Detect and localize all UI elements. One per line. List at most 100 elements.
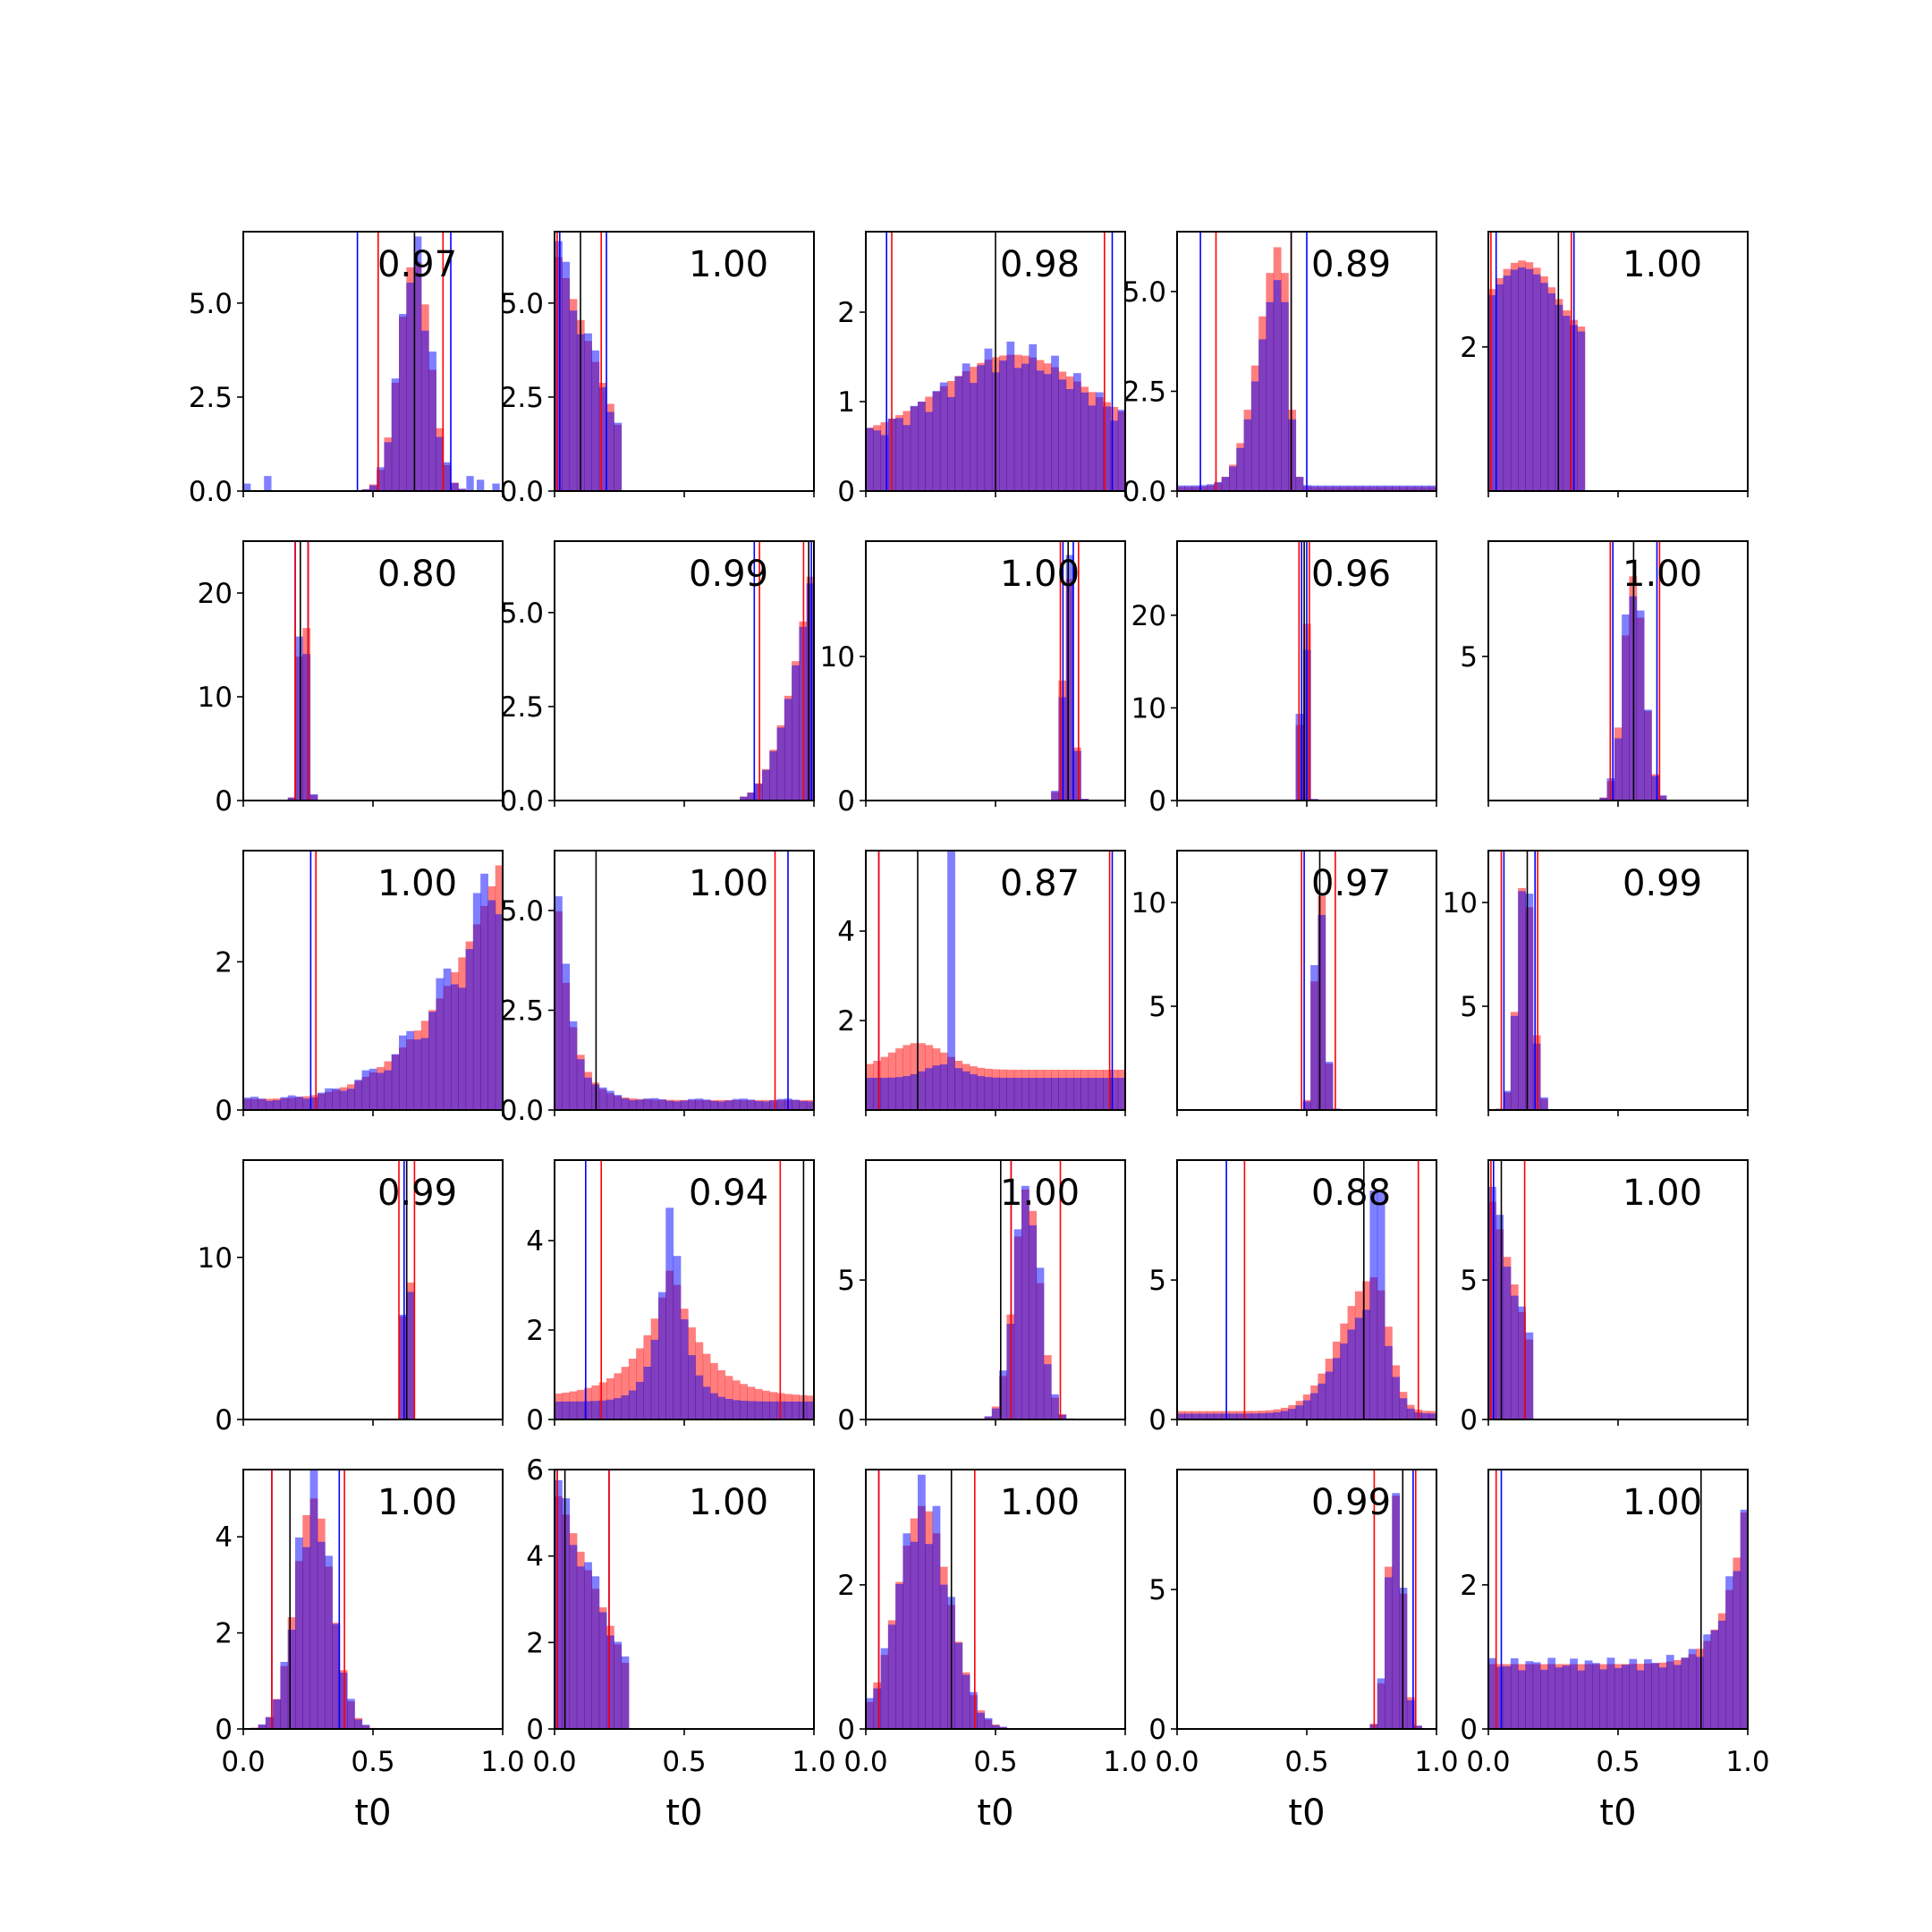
x-tick-label: 1.0 [1414,1746,1458,1778]
subplot-4-4: 0.88 0 5 [1148,1159,1437,1436]
hist-bar-blue [264,476,272,491]
hist-bar-blue [1740,1509,1749,1729]
hist-bar-blue [873,1077,882,1110]
y-tick-label: 0 [1460,1714,1478,1746]
annotation-value: 0.99 [1311,1482,1391,1523]
hist-bar-blue [776,1098,785,1110]
hist-bar-blue [273,1099,281,1110]
hist-bar-blue [784,699,792,801]
hist-bar-blue [1362,1309,1370,1419]
hist-bar-blue [1250,1413,1259,1419]
y-tick-label: 0.0 [1123,476,1166,508]
hist-bar-blue [1273,280,1282,491]
hist-bar-blue [910,405,919,491]
hist-bar-blue [614,1095,623,1110]
hist-bar-blue [1043,374,1052,491]
y-tick-label: 0 [837,476,855,508]
hist-bar-blue [562,1401,571,1419]
hist-bar-blue [265,1100,274,1110]
y-tick-label: 4 [215,1521,233,1554]
hist-bar-blue [866,1077,874,1110]
hist-bar-blue [1207,1413,1215,1419]
hist-bar-blue [939,382,948,491]
hist-bar-blue [1229,466,1237,491]
hist-bar-blue [614,422,623,491]
subplot-4-1: 0.99 0 10 [198,1159,504,1436]
hist-bar-blue [325,1555,333,1729]
hist-bar-blue [1614,1667,1623,1729]
subplot-3-4: 0.97 5 10 [1131,850,1437,1116]
hist-bar-blue [1243,419,1252,491]
hist-bar-blue [1540,283,1548,491]
hist-bar-blue [880,435,889,491]
hist-bar-blue [347,1089,355,1110]
hist-bar-blue [1532,1043,1541,1110]
hist-bar-blue [769,750,778,801]
hist-bar-blue [1674,1665,1682,1729]
hist-bar-blue [1177,1413,1185,1419]
hist-bar-blue [1347,1329,1356,1419]
hist-bar-blue [1354,485,1363,491]
y-tick-label: 0 [526,1404,544,1436]
hist-bar-blue [1073,1078,1081,1110]
annotation-value: 0.94 [689,1173,768,1214]
hist-bar-blue [740,1401,748,1419]
annotation-value: 0.80 [377,554,457,595]
x-tick-label: 1.0 [1103,1746,1147,1778]
hist-bar-blue [925,1544,934,1729]
x-axis-title: t0 [977,1792,1013,1834]
hist-bar-blue [1496,284,1504,491]
hist-bar-blue [466,476,474,491]
hist-bar-blue [1029,1224,1038,1419]
hist-bar-blue [999,1726,1007,1729]
hist-bar-blue [280,1097,289,1110]
annotation-value: 0.98 [1000,244,1080,285]
hist-bar-blue [1399,485,1408,491]
hist-bar-blue [1340,1343,1349,1419]
hist-bar-blue [302,1546,311,1729]
hist-bar-blue [1696,1657,1704,1729]
hist-bar-blue [628,1390,637,1419]
hist-bar-blue [1021,1185,1030,1419]
hist-bar-blue [1288,419,1297,491]
x-tick-label: 0.0 [221,1746,265,1778]
x-axis-title: t0 [1599,1792,1636,1834]
hist-bar-blue [999,1370,1007,1419]
y-tick-label: 2.5 [500,995,544,1027]
hist-bar-blue [576,1401,585,1419]
hist-bar-blue [1385,1577,1393,1729]
hist-bar-blue [606,1635,614,1729]
hist-bar-blue [1065,555,1074,801]
hist-bar-blue [399,1035,407,1110]
hist-bar-blue [555,1401,563,1419]
hist-bar-blue [361,488,370,491]
hist-bar-blue [295,1537,303,1729]
hist-bar-blue [991,1724,1000,1729]
hist-bar-blue [1258,1413,1267,1419]
hist-bar-blue [250,1097,259,1110]
hist-bar-blue [465,949,474,1110]
hist-bar-blue [1651,775,1660,801]
y-tick-label: 2.5 [189,382,233,414]
hist-bar-blue [562,1498,571,1729]
hist-bar-blue [1191,485,1200,491]
hist-bar-blue [1117,410,1126,491]
hist-bar-blue [1622,614,1630,801]
hist-bar-blue [784,1401,792,1419]
hist-bar-blue [384,442,393,491]
hist-bar-blue [1681,1657,1690,1729]
hist-bar-blue [984,1077,993,1110]
hist-bar-blue [1592,1663,1600,1729]
x-axis-title: t0 [665,1792,702,1834]
hist-bar-blue [1510,269,1519,491]
hist-bar-red [724,1376,733,1419]
hist-bar-blue [562,261,571,491]
hist-bar-blue [1518,267,1526,491]
hist-bar-blue [910,1541,919,1729]
hist-bar-blue [1577,331,1586,491]
hist-bar-blue [806,1401,815,1419]
hist-bar-blue [1547,1657,1556,1729]
hist-bar-blue [598,1400,607,1419]
hist-bar-blue [732,1400,741,1419]
hist-bar-blue [420,330,429,491]
